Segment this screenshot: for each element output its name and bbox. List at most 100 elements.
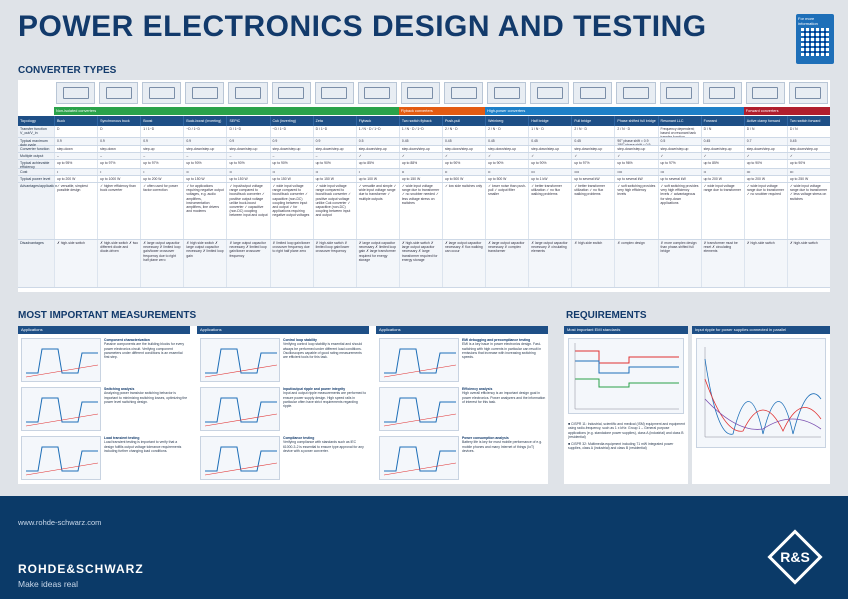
row-label: Disadvantages <box>18 240 54 287</box>
table-cell: up to 90% <box>786 160 830 168</box>
schematic-icon <box>191 87 218 99</box>
topology-name: Two switch forward <box>786 116 830 126</box>
table-cell: 0.9 <box>312 138 356 145</box>
topology-name: Buck <box>54 116 97 126</box>
table-cell: 2 / N · D <box>441 126 485 137</box>
table-cell: ✗ large output capacitor necessary ✗ com… <box>485 240 529 287</box>
table-cell: 2 / N · D <box>614 126 657 137</box>
table-cell: ✓ wide input voltage range due to transf… <box>786 183 830 239</box>
table-cell: 0.45 <box>528 138 572 145</box>
table-cell: – <box>54 153 98 159</box>
table-cell: ✓ low side switches only <box>441 183 485 239</box>
table-cell: step-up <box>140 146 183 152</box>
table-cell: ✗ high side switch ✗ large output capaci… <box>183 240 227 287</box>
table-cell: up to 150 W <box>183 176 226 182</box>
table-cell: ✓ <box>355 153 399 159</box>
table-cell: ✗ high-side switch ✗ large output capaci… <box>398 240 442 287</box>
table-cell: ✓ <box>657 153 701 159</box>
qr-label: For more information <box>798 16 818 26</box>
topology-header-row: Topology Buck Synchronous buck Boost Buck-b… <box>18 116 830 126</box>
measurement-description: Control loop stability Verifying control … <box>283 338 367 359</box>
table-row: Cost • • • •• •• •• •• • •• •• •• ••• •••• •••• ••• •• ••… <box>18 169 830 176</box>
table-cell: up to 97% <box>140 160 183 168</box>
measurement-item: Efficiency analysis High overall efficien… <box>376 385 548 433</box>
schematic-icon <box>795 87 822 99</box>
schematic-thumbnail <box>659 82 699 104</box>
measurement-text: Passive components are the building bloc… <box>104 342 185 360</box>
measurement-title: Switching analysis <box>104 387 135 391</box>
table-cell: ✓ wide input voltage range compared to b… <box>269 183 313 239</box>
table-cell: ✓ <box>786 153 830 159</box>
table-cell: up to 90% <box>312 160 356 168</box>
input-ripple-head: Input ripple for power supplies connecte… <box>692 326 830 334</box>
topology-name: Two switch flyback <box>398 116 442 126</box>
table-cell: •• <box>226 169 270 175</box>
table-cell: ✓ <box>441 153 486 159</box>
table-cell: 1 / N · D <box>528 126 571 137</box>
table-cell: ✓ higher efficiency than buck converter <box>97 183 140 239</box>
schematic-icon <box>579 87 606 99</box>
table-cell: up to 90% <box>528 160 571 168</box>
table-cell: ••• <box>743 169 787 175</box>
table-cell: step-down/step-up <box>743 146 787 152</box>
footer: www.rohde-schwarz.com ROHDE&SCHWARZ Make… <box>0 496 848 599</box>
schematic-thumbnail <box>400 82 440 104</box>
table-cell: ✗ large output capacitor necessary ✗ lim… <box>140 240 184 287</box>
emi-standards-head: Most important EMI standards <box>564 326 688 334</box>
measurement-figure-icon <box>379 338 459 382</box>
schematic-thumbnail <box>314 82 354 104</box>
measurement-title: Compliance testing <box>283 436 315 440</box>
table-cell: up to several kW <box>657 176 701 182</box>
ripple-curves <box>704 347 822 438</box>
table-cell: ✓ soft switching provides very high effi… <box>614 183 657 239</box>
table-cell: ✗ more complex design than phase-shifted… <box>657 240 701 287</box>
measurement-column-head: Applications <box>197 326 369 334</box>
table-cell: •• <box>485 169 529 175</box>
schematic-icon <box>105 87 132 99</box>
table-cell: 0.45 <box>485 138 529 145</box>
topology-name: Boost <box>140 116 183 126</box>
schematic-thumbnail <box>185 82 225 104</box>
measurement-column: Applications Control loop stability Verify… <box>197 326 369 484</box>
table-cell: • <box>97 169 141 175</box>
table-cell: step-down/step-up <box>485 146 528 152</box>
table-cell: up to 250 W <box>786 176 830 182</box>
table-cell: step-down/step-up <box>441 146 485 152</box>
table-cell: ✓ <box>743 153 787 159</box>
category-bar: Flyback converters <box>398 107 486 115</box>
table-cell: •••• <box>571 169 615 175</box>
table-cell: •• <box>398 169 442 175</box>
emi-note: ■ CISPR 11: Industrial, scientific and m… <box>568 422 685 440</box>
measurement-text: Load transient testing is important to v… <box>104 440 182 453</box>
table-cell: 1 / 1−D <box>140 126 183 137</box>
table-cell: •• <box>700 169 744 175</box>
row-label: Advantages/application <box>18 183 57 239</box>
table-cell: ✓ lower noise than push-pull ✓ output fi… <box>485 183 528 239</box>
table-cell: up to 85% <box>700 160 744 168</box>
measurement-figure-icon <box>21 338 101 382</box>
schematic-thumbnail <box>99 82 139 104</box>
table-cell: 0.5 <box>355 138 399 145</box>
table-cell: ✗ complex design <box>614 240 658 287</box>
category-bar: High-power converters <box>485 107 744 115</box>
table-cell: step-down <box>54 146 97 152</box>
measurement-column-head: Applications <box>18 326 190 334</box>
table-cell: ✗ large output capacitor necessary ✗ lim… <box>355 240 399 287</box>
table-cell: up to 150 W <box>269 176 313 182</box>
table-cell: – <box>226 153 270 159</box>
table-cell: ✓ wide input voltage range compared to b… <box>312 183 356 239</box>
schematic-icon <box>278 87 305 99</box>
measurement-text: Verifying control loop stability is esse… <box>283 342 362 360</box>
qr-code-panel[interactable]: For more information <box>796 14 834 64</box>
table-cell: up to 97% <box>97 160 140 168</box>
table-cell: 1 / N · D / 1−D <box>398 126 442 137</box>
table-cell: ✓ versatile, simplest possible design <box>54 183 97 239</box>
emi-limit-plot <box>568 338 684 414</box>
table-cell: up to 1000 W <box>97 176 140 182</box>
website-link[interactable]: www.rohde-schwarz.com <box>18 518 102 527</box>
table-cell: up to 150 W <box>312 176 356 182</box>
table-cell: 0.45 <box>700 138 744 145</box>
schematic-icon <box>62 87 89 99</box>
table-cell: up to 90% <box>183 160 226 168</box>
table-cell: up to 97% <box>571 160 614 168</box>
